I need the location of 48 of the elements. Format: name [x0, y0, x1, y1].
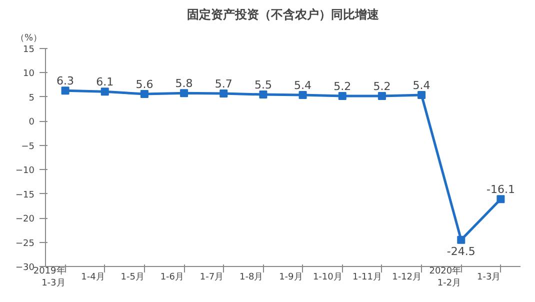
x-tick-label: 2019年 1-3月	[33, 266, 66, 288]
data-label: 6.3	[56, 74, 74, 88]
y-tick-label: −15	[16, 190, 35, 200]
point	[61, 86, 70, 95]
data-label: 5.6	[136, 78, 154, 92]
x-tick-label: 1-8月	[240, 272, 264, 282]
data-label: 5.4	[294, 79, 312, 92]
data-label: 5.2	[334, 80, 352, 93]
y-tick-label: 10	[23, 69, 35, 80]
x-tick-label: 1-10月	[312, 272, 342, 282]
y-tick-label: −10	[16, 166, 35, 176]
x-tick-label: 1-12月	[392, 272, 422, 282]
point	[378, 92, 386, 100]
point	[100, 88, 109, 96]
x-tick-label: 1-3月	[477, 272, 501, 282]
data-label: 5.2	[373, 80, 391, 93]
x-tick-label: 1-9月	[279, 272, 303, 282]
x-tick-label: 2020年 1-2月	[429, 266, 462, 288]
x-tick-label: 1-5月	[120, 272, 144, 282]
data-label: -24.5	[446, 244, 476, 258]
y-tick-label: −20	[16, 214, 35, 225]
x-tick-label: 1-11月	[352, 272, 382, 282]
data-label: 5.8	[175, 77, 193, 90]
data-label: 6.1	[96, 76, 114, 89]
x-tick-label: 1-6月	[160, 272, 184, 282]
data-label: 5.4	[412, 79, 430, 92]
point	[418, 91, 426, 100]
point	[259, 90, 268, 99]
data-label: -16.1	[486, 183, 515, 196]
y-tick-label: 5	[28, 93, 35, 104]
point	[457, 236, 466, 244]
y-axis-title: （%）	[16, 34, 42, 44]
point	[180, 89, 188, 98]
point	[220, 90, 228, 98]
data-label: 5.5	[254, 78, 272, 92]
x-tick-label: 1-4月	[81, 272, 105, 282]
y-tick-label: 0	[28, 118, 35, 128]
y-tick-label: −30	[16, 263, 35, 273]
y-tick-label: −5	[21, 142, 35, 152]
y-tick-label: −25	[16, 238, 35, 249]
y-tick-label: 15	[23, 45, 34, 55]
point	[298, 91, 307, 100]
point	[140, 90, 148, 98]
x-tick-label: 1-7月	[200, 272, 224, 282]
point	[496, 195, 505, 204]
data-label: 5.7	[214, 78, 232, 91]
point	[338, 92, 346, 100]
chart-title: 固定资产投资（不含农户）同比增速	[187, 8, 380, 22]
